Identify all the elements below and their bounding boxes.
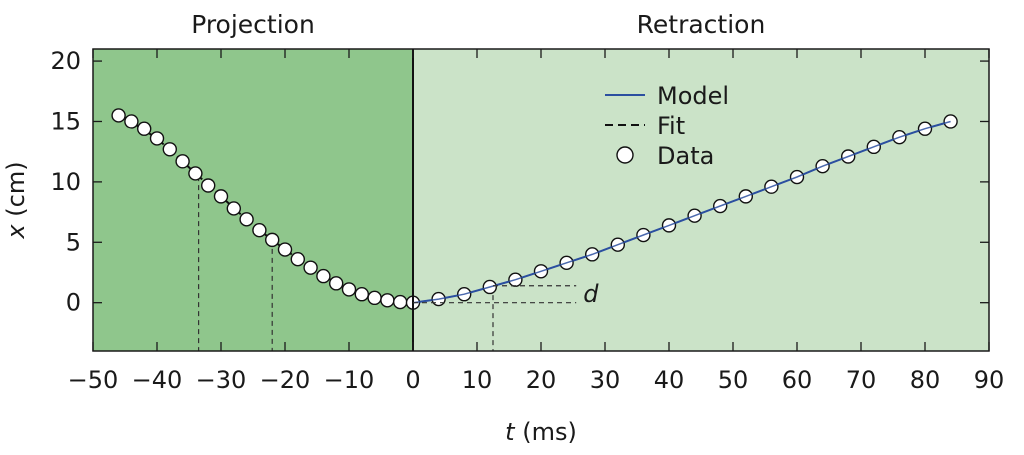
- region-label-projection: Projection: [191, 10, 315, 39]
- y-axis-label-var: x: [2, 224, 30, 240]
- data-point: [226, 201, 242, 216]
- data-point: [367, 290, 382, 306]
- data-point: [329, 276, 344, 291]
- x-tick-label: 0: [405, 366, 420, 394]
- data-point: [136, 121, 152, 136]
- data-point: [393, 294, 408, 310]
- data-point: [252, 222, 267, 238]
- x-tick-label: 80: [910, 366, 941, 394]
- x-tick-label: −20: [260, 366, 311, 394]
- legend-data-label: Data: [657, 142, 714, 170]
- x-tick-label: 10: [462, 366, 493, 394]
- model-line-overlay: [412, 120, 951, 304]
- y-tick-label: 15: [50, 107, 81, 135]
- y-tick-label: 5: [66, 228, 81, 256]
- y-tick-label: 10: [50, 168, 81, 196]
- data-point: [341, 282, 357, 297]
- region-backgrounds: Projection Retraction: [93, 10, 989, 351]
- data-point: [354, 287, 369, 302]
- x-tick-label: 70: [846, 366, 877, 394]
- data-point: [162, 142, 178, 157]
- x-tick-label: 30: [590, 366, 621, 394]
- x-tick-label: −10: [324, 366, 375, 394]
- x-tick-label: −30: [196, 366, 247, 394]
- region-label-retraction: Retraction: [637, 10, 766, 39]
- y-axis-label-unit: (cm): [2, 161, 30, 224]
- series-layer: [111, 108, 958, 310]
- x-tick-label: 60: [782, 366, 813, 394]
- x-tick-label: −50: [68, 366, 119, 394]
- x-tick-label: 20: [526, 366, 557, 394]
- data-point: [316, 268, 331, 284]
- data-point: [290, 251, 305, 267]
- data-point: [303, 260, 318, 275]
- data-point: [277, 242, 293, 257]
- x-tick-label: −40: [132, 366, 183, 394]
- x-tick-label: 40: [654, 366, 685, 394]
- x-tick-label: 90: [974, 366, 1005, 394]
- region-retraction: [413, 49, 989, 351]
- legend-fit-label: Fit: [657, 112, 685, 140]
- data-point: [111, 108, 126, 123]
- y-axis-label: x (cm): [2, 161, 30, 239]
- data-point: [175, 154, 190, 169]
- data-point: [200, 178, 216, 193]
- legend-data-swatch: [616, 146, 634, 164]
- annotation-label-d: d: [583, 280, 599, 308]
- y-tick-label: 0: [66, 289, 81, 317]
- data-point: [239, 212, 254, 227]
- data-point: [380, 293, 395, 308]
- legend-model-label: Model: [657, 82, 729, 110]
- data-point: [149, 131, 165, 146]
- annotations: d: [413, 280, 599, 308]
- data-point: [188, 166, 203, 181]
- data-point: [943, 114, 958, 129]
- x-tick-label: 50: [718, 366, 749, 394]
- data-point: [213, 189, 229, 204]
- axis-labels: t (ms) x (cm): [2, 161, 577, 446]
- region-projection: [93, 49, 413, 351]
- data-point: [124, 114, 139, 129]
- guide-lines: [198, 176, 494, 351]
- axis-ticks: −50 −40 −30 −20 −10 0 10 20 30 40 50 60 70 80 90 0 5 10 15…: [50, 47, 1004, 394]
- y-tick-label: 20: [50, 47, 81, 75]
- data-point: [265, 232, 280, 248]
- x-axis-label: t (ms): [505, 418, 577, 446]
- x-axis-label-var: t: [505, 418, 516, 446]
- x-axis-label-unit: (ms): [515, 418, 577, 446]
